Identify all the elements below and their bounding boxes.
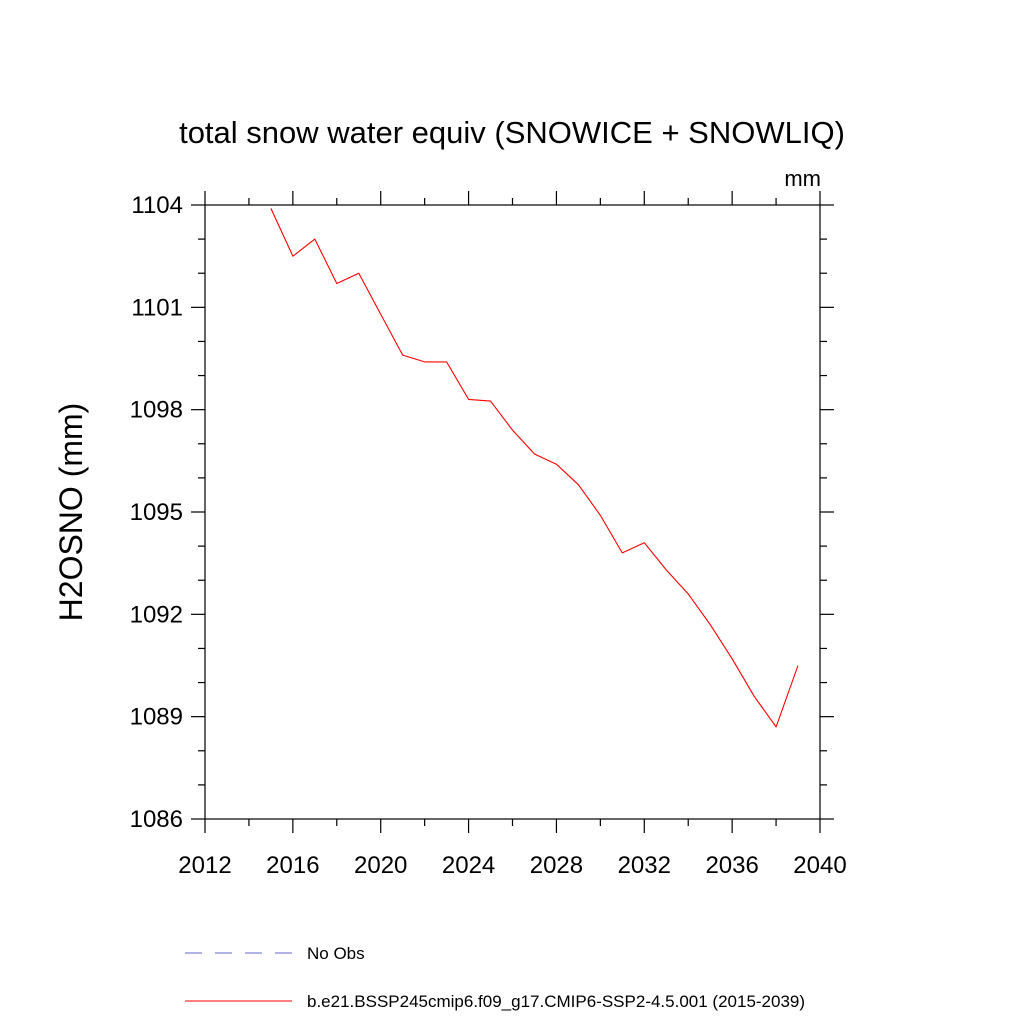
units-label: mm	[784, 166, 821, 191]
legend-label-no-obs: No Obs	[307, 944, 365, 963]
axis-ticks	[191, 191, 834, 833]
plot-frame	[204, 204, 821, 820]
x-tick-labels: 2012 2016 2020 2024 2028 2032 2036 2040	[178, 852, 846, 879]
y-tick-label: 1095	[130, 499, 183, 526]
x-tick-label: 2020	[354, 852, 407, 879]
series-line-model-run	[270, 208, 799, 728]
x-tick-label: 2012	[178, 852, 231, 879]
y-tick-label: 1101	[131, 294, 183, 321]
x-tick-label: 2024	[442, 852, 495, 879]
y-tick-label: 1086	[130, 806, 183, 833]
y-axis-label: H2OSNO (mm)	[53, 403, 89, 622]
y-tick-label: 1092	[130, 601, 183, 628]
y-tick-label: 1098	[130, 397, 183, 424]
x-tick-label: 2032	[618, 852, 671, 879]
x-tick-label: 2040	[793, 852, 846, 879]
chart-title: total snow water equiv (SNOWICE + SNOWLI…	[179, 115, 845, 150]
legend-label-model-run: b.e21.BSSP245cmip6.f09_g17.CMIP6-SSP2-4.…	[307, 992, 805, 1011]
y-tick-label: 1104	[131, 192, 183, 219]
x-tick-label: 2036	[705, 852, 758, 879]
y-tick-labels: 1086 1089 1092 1095 1098 1101 1104	[130, 192, 183, 833]
x-tick-label: 2016	[266, 852, 319, 879]
x-tick-label: 2028	[530, 852, 583, 879]
y-tick-label: 1089	[130, 704, 183, 731]
series-layer	[270, 208, 799, 728]
legend: No Obs b.e21.BSSP245cmip6.f09_g17.CMIP6-…	[185, 944, 805, 1011]
